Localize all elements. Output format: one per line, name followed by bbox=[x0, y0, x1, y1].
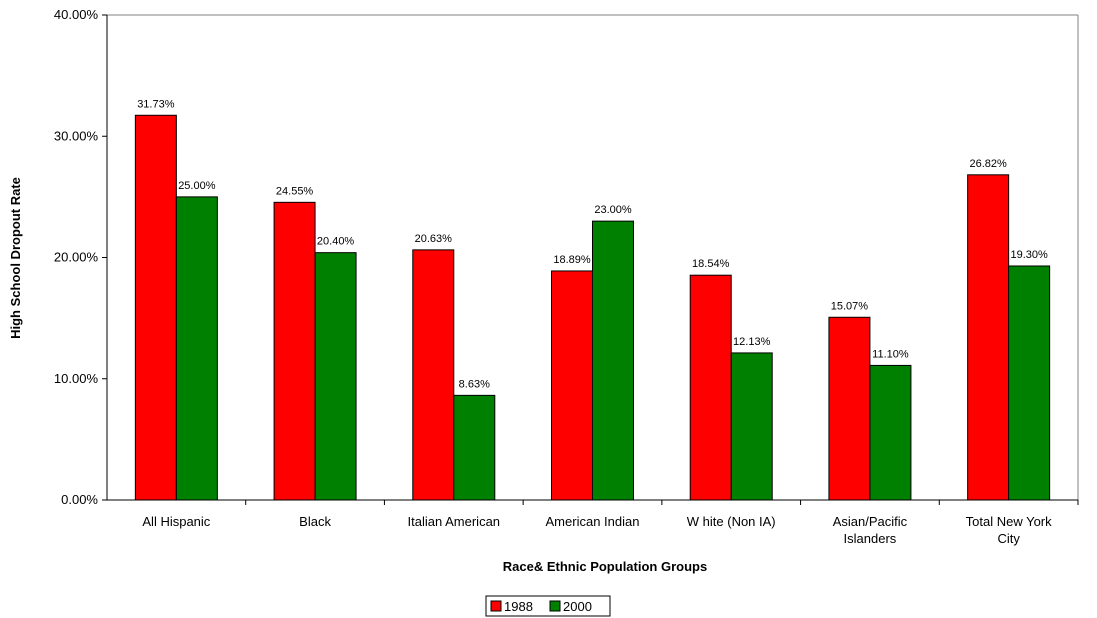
y-tick-label: 30.00% bbox=[54, 128, 99, 143]
x-category-label-line: Islanders bbox=[844, 531, 897, 546]
bar-1988 bbox=[412, 249, 455, 501]
x-category-label-line: Black bbox=[299, 514, 331, 529]
data-label: 12.13% bbox=[733, 336, 771, 348]
data-label: 26.82% bbox=[969, 158, 1007, 170]
legend-label-2000: 2000 bbox=[563, 599, 592, 614]
legend-swatch-1988 bbox=[490, 600, 502, 612]
bar-2000 bbox=[869, 364, 912, 501]
data-label: 15.07% bbox=[831, 300, 869, 312]
plot-area: 0.00% 10.00% 20.00% 30.00% 40.00% 31.73% 25.00… bbox=[54, 7, 1079, 546]
data-label: 23.00% bbox=[594, 204, 632, 216]
legend-box bbox=[485, 595, 611, 617]
x-category-label-line: City bbox=[997, 531, 1020, 546]
x-category-label: Total New York City bbox=[966, 514, 1052, 546]
y-tick-label: 10.00% bbox=[54, 371, 99, 386]
x-category-label-line: Asian/Pacific bbox=[833, 514, 908, 529]
x-category-label: All Hispanic bbox=[142, 514, 210, 529]
y-tick-label: 20.00% bbox=[54, 250, 99, 265]
x-category-label-line: W hite (Non IA) bbox=[687, 514, 776, 529]
data-label: 11.10% bbox=[872, 348, 909, 360]
data-label: 18.54% bbox=[692, 258, 730, 270]
data-label: 31.73% bbox=[137, 98, 175, 110]
bar-1988 bbox=[967, 174, 1010, 501]
data-label: 20.40% bbox=[317, 236, 355, 248]
bar-1988 bbox=[551, 270, 593, 501]
bar-1988 bbox=[828, 316, 871, 501]
x-category-label: Black bbox=[299, 514, 331, 529]
data-label: 24.55% bbox=[276, 185, 314, 197]
bar-1988 bbox=[689, 274, 732, 501]
x-category-label-line: Italian American bbox=[408, 514, 501, 529]
x-category-label: W hite (Non IA) bbox=[687, 514, 776, 529]
data-label: 19.30% bbox=[1010, 249, 1048, 261]
data-label: 8.63% bbox=[459, 378, 490, 390]
bar-2000 bbox=[1008, 265, 1051, 501]
x-category-label: Asian/Pacific Islanders bbox=[833, 514, 908, 546]
legend-label-1988: 1988 bbox=[504, 599, 533, 614]
data-label: 25.00% bbox=[178, 180, 216, 192]
bar-2000 bbox=[175, 196, 218, 501]
y-tick-label: 40.00% bbox=[54, 7, 99, 22]
bar-1988 bbox=[273, 201, 316, 501]
x-category-label-line: American Indian bbox=[546, 514, 640, 529]
x-category-label-line: All Hispanic bbox=[142, 514, 210, 529]
x-category-label: American Indian bbox=[546, 514, 640, 529]
bar-2000 bbox=[453, 394, 496, 501]
x-category-label-line: Total New York bbox=[966, 514, 1052, 529]
y-axis-title: High School Dropout Rate bbox=[8, 177, 23, 339]
bar-2000 bbox=[592, 220, 634, 501]
data-label: 20.63% bbox=[415, 233, 453, 245]
y-tick-label: 0.00% bbox=[61, 492, 98, 507]
legend: 1988 2000 bbox=[485, 595, 611, 617]
bar-2000 bbox=[314, 252, 357, 501]
bar-1988 bbox=[134, 114, 177, 501]
data-label: 18.89% bbox=[553, 254, 591, 266]
x-category-label: Italian American bbox=[408, 514, 501, 529]
bar-2000 bbox=[730, 352, 773, 501]
legend-swatch-2000 bbox=[549, 600, 561, 612]
x-axis-title: Race& Ethnic Population Groups bbox=[503, 559, 707, 574]
